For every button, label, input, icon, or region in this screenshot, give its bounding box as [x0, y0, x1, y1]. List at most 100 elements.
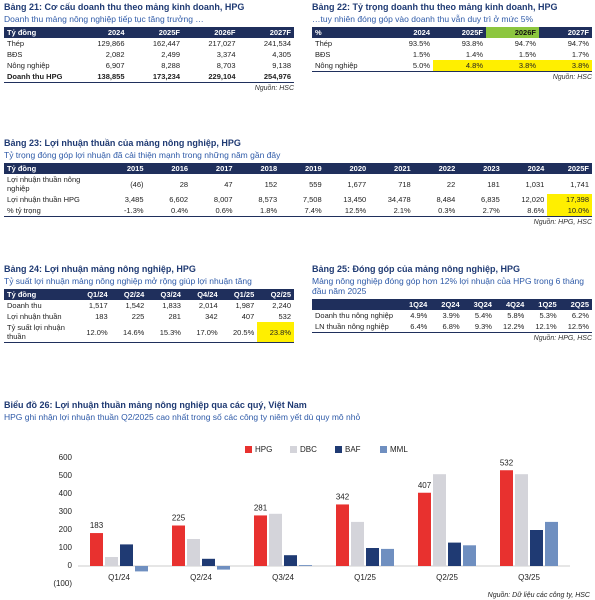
table-cell: LN thuần nông nghiệp — [312, 321, 398, 333]
table-title: Bảng 25: Đóng góp của mảng nông nghiệp, … — [312, 264, 520, 274]
table-cell: 3.9% — [442, 311, 460, 320]
legend-swatch — [245, 446, 252, 453]
bar — [448, 542, 461, 566]
bar — [172, 525, 185, 566]
table-cell: Thép — [7, 39, 25, 48]
header-cell: 2021 — [369, 163, 414, 174]
table-cell: 173,234 — [127, 71, 183, 83]
table-cell: 2.7% — [458, 205, 503, 217]
table-row: BĐS 1.5% 1.4% 1.5% 1.7% — [312, 49, 592, 60]
header-cell: 2017 — [191, 163, 236, 174]
table-row: BĐS 2,082 2,499 3,374 4,305 — [4, 49, 294, 60]
header-cell: 2025F — [547, 163, 592, 174]
table-cell: 12.0% — [74, 322, 111, 343]
table-cell: 1.8% — [235, 205, 281, 217]
table-cell: (46) — [130, 179, 144, 189]
x-tick-label: Q2/24 — [190, 573, 212, 582]
table-row: Doanh thu nông nghiệp 4.9% 3.9% 5.4% 5.8% 5.3… — [312, 310, 592, 321]
bar — [545, 521, 558, 566]
table-cell: 2,014 — [198, 301, 218, 310]
table-cell: 2,240 — [272, 301, 291, 310]
header-cell: 1Q25 — [527, 299, 560, 310]
y-tick-label: 200 — [59, 525, 73, 534]
table-cell: BĐS — [315, 50, 331, 59]
table-cell: 3.8% — [539, 60, 592, 72]
bar — [381, 548, 394, 566]
table-cell: 10.0% — [547, 205, 592, 217]
table-subtitle: Doanh thu mảng nông nghiệp tiếp tục tăng… — [4, 14, 204, 24]
table-cell: 20.5% — [220, 322, 258, 343]
table-row: Lợi nhuận thuần nông nghiệp (46) 28 47 152 55… — [4, 174, 592, 194]
value-label: 281 — [254, 504, 268, 513]
header-cell: % — [312, 27, 380, 38]
table-cell: 217,027 — [208, 39, 236, 48]
table-source: Nguồn: HSC — [552, 74, 592, 81]
table-cell: 93.5% — [408, 39, 430, 48]
y-tick-label: (100) — [53, 579, 72, 588]
table-source: Nguồn: HPG, HSC — [533, 219, 592, 226]
table-cell: 12,020 — [521, 195, 545, 204]
table-subtitle: Tỷ trọng đóng góp lợi nhuận đã cải thiện… — [4, 150, 281, 160]
header-cell: 2Q24 — [430, 299, 463, 310]
value-label: 342 — [336, 493, 350, 502]
table-cell: Nông nghiệp — [7, 61, 50, 70]
value-label: 532 — [500, 458, 514, 467]
x-tick-label: Q3/25 — [518, 573, 540, 582]
table-cell: % tỷ trọng — [4, 205, 102, 217]
table-cell: 407 — [241, 312, 255, 321]
header-cell: 4Q24 — [494, 299, 528, 310]
bar — [530, 530, 543, 566]
header-cell — [312, 299, 398, 310]
bar — [366, 548, 379, 566]
table-cell: 93.8% — [461, 39, 483, 48]
bar — [418, 492, 431, 566]
table-cell: 28 — [179, 179, 189, 189]
table-cell: 7,508 — [302, 195, 322, 204]
header-cell: 2020 — [324, 163, 370, 174]
header-cell: 2016 — [146, 163, 192, 174]
header-cell: Q3/24 — [147, 289, 184, 300]
table-cell: 559 — [309, 179, 322, 189]
bar — [299, 565, 312, 566]
table-cell: 8,484 — [436, 195, 456, 204]
header-cell: Q1/25 — [220, 289, 258, 300]
table-cell: 1,031 — [525, 179, 545, 189]
header-row: % 2024 2025F 2026F 2027F — [312, 27, 592, 38]
table-cell: -1.3% — [102, 205, 147, 217]
table-cell: 3,374 — [216, 50, 236, 59]
bar — [135, 566, 148, 572]
table-cell: 1,677 — [347, 179, 367, 189]
table-cell: 254,976 — [238, 71, 294, 83]
table-row: Nông nghiệp 6,907 8,288 8,703 9,138 — [4, 60, 294, 71]
table-cell: 8.6% — [502, 205, 548, 217]
table-cell: 138,855 — [72, 71, 128, 83]
x-tick-label: Q2/25 — [436, 573, 458, 582]
table-row: Lợi nhuận thuần HPG 3,485 6,602 8,007 8,573 7… — [4, 194, 592, 205]
bar — [269, 513, 282, 566]
table-cell: Thép — [315, 39, 333, 48]
bar — [254, 515, 267, 566]
bar — [187, 539, 200, 566]
table-cell: 22 — [446, 179, 456, 189]
header-cell: Q1/24 — [74, 289, 111, 300]
table-cell: 8,007 — [213, 195, 233, 204]
table-block: Bảng 24: Lợi nhuận mảng nông nghiệp, HPG… — [4, 264, 294, 343]
bar — [515, 474, 528, 566]
table-cell: 12.5% — [324, 205, 370, 217]
table-cell: 1,741 — [570, 179, 589, 189]
table-row: Tỷ suất lợi nhuận thuần 12.0% 14.6% 15.3% 17… — [4, 322, 294, 343]
table-cell: 229,104 — [183, 71, 239, 83]
header-cell: 2024 — [502, 163, 548, 174]
header-row: Tỷ đồng 2024 2025F 2026F 2027F — [4, 27, 294, 38]
y-tick-label: 400 — [59, 489, 73, 498]
chart-title: Biểu đồ 26: Lợi nhuận thuần mảng nông ng… — [4, 400, 307, 410]
table-cell: 1.4% — [465, 50, 483, 59]
header-cell: Q2/24 — [110, 289, 148, 300]
table-source: Nguồn: HSC — [254, 85, 294, 92]
header-cell: Q4/24 — [183, 289, 221, 300]
table-cell: 162,447 — [152, 39, 180, 48]
table-cell: 6.2% — [571, 311, 589, 320]
table-cell: 94.7% — [567, 39, 589, 48]
value-label: 407 — [418, 481, 432, 490]
table-subtitle: Mảng nông nghiệp đóng góp hơn 12% lợi nh… — [312, 276, 585, 296]
